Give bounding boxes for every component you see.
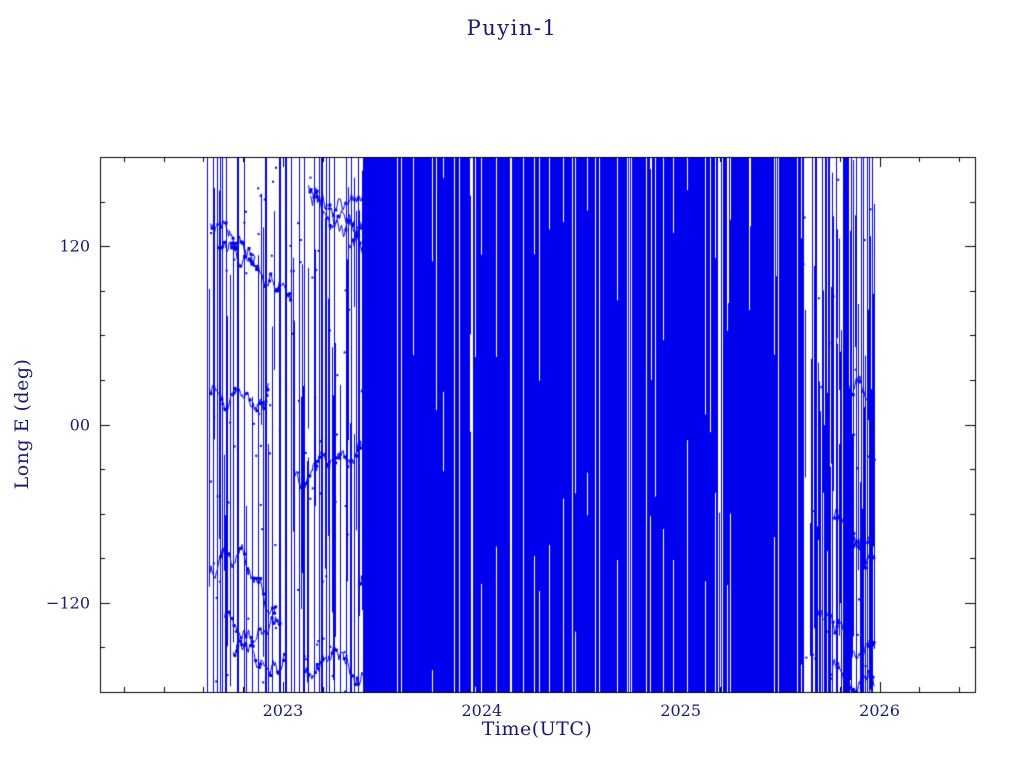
y-axis-label: Long E (deg) bbox=[11, 358, 33, 490]
x-tick-label: 2024 bbox=[461, 701, 503, 720]
x-tick-label: 2023 bbox=[262, 701, 304, 720]
y-tick-label: −120 bbox=[46, 593, 90, 613]
y-tick-label: 00 bbox=[69, 415, 90, 434]
x-tick-label: 2026 bbox=[859, 701, 900, 720]
x-axis-label: Time(UTC) bbox=[481, 718, 593, 740]
y-tick-label: 120 bbox=[59, 236, 90, 256]
x-tick-label: 2025 bbox=[660, 701, 702, 720]
chart-title: Puyin-1 bbox=[466, 16, 558, 40]
